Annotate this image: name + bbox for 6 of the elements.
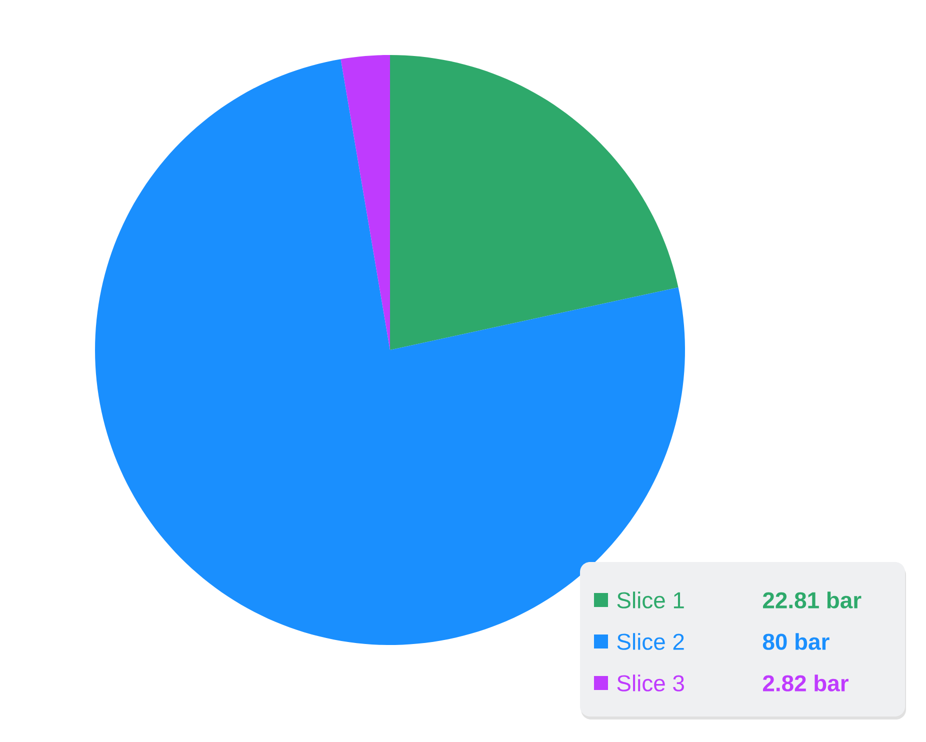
data-label: 80 bar xyxy=(762,633,830,650)
legend-label: Slice 2 xyxy=(617,633,684,650)
data-label: 22.81 bar xyxy=(763,592,862,608)
data-label: 2.82 bar xyxy=(763,674,848,692)
legend-label: Slice 3 xyxy=(617,674,684,692)
legend-label: Slice 1 xyxy=(617,592,684,608)
